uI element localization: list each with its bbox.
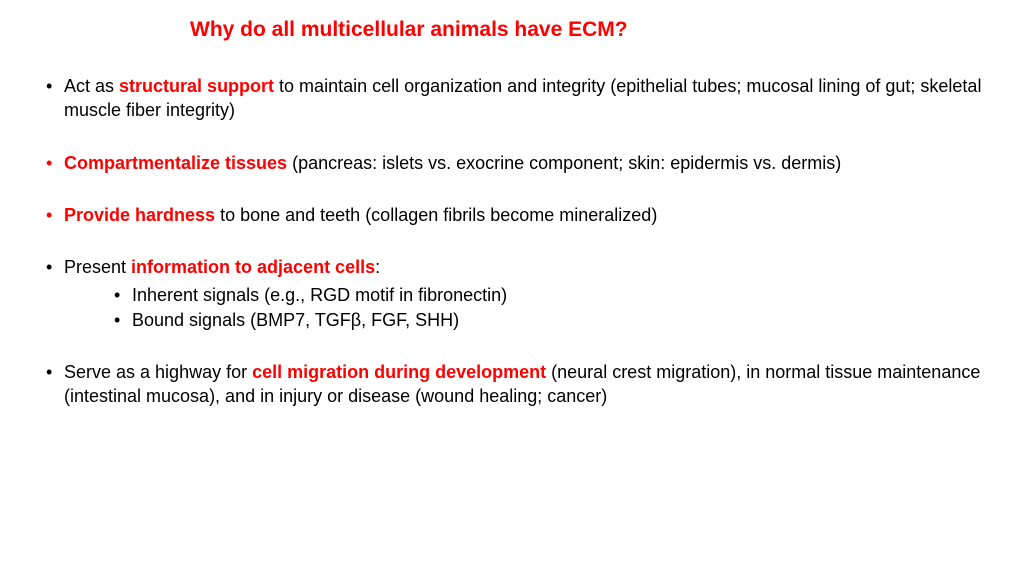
- bullet-item: Act as structural support to maintain ce…: [40, 74, 984, 123]
- sub-bullet-list: Inherent signals (e.g., RGD motif in fib…: [64, 283, 984, 332]
- text-segment: to bone and teeth (collagen fibrils beco…: [215, 205, 657, 225]
- sub-bullet-item: Bound signals (BMP7, TGFβ, FGF, SHH): [112, 308, 984, 332]
- text-segment: Serve as a highway for: [64, 362, 252, 382]
- text-segment: Present: [64, 257, 131, 277]
- slide-title: Why do all multicellular animals have EC…: [40, 18, 984, 42]
- text-segment: structural support: [119, 76, 274, 96]
- sub-bullet-item: Inherent signals (e.g., RGD motif in fib…: [112, 283, 984, 307]
- text-segment: :: [375, 257, 380, 277]
- bullet-item: Serve as a highway for cell migration du…: [40, 360, 984, 409]
- bullet-item: Compartmentalize tissues (pancreas: isle…: [40, 151, 984, 175]
- text-segment: information to adjacent cells: [131, 257, 375, 277]
- bullet-item: Provide hardness to bone and teeth (coll…: [40, 203, 984, 227]
- text-segment: cell migration during development: [252, 362, 546, 382]
- text-segment: Act as: [64, 76, 119, 96]
- text-segment: Provide hardness: [64, 205, 215, 225]
- text-segment: Compartmentalize tissues: [64, 153, 287, 173]
- bullet-list: Act as structural support to maintain ce…: [40, 74, 984, 409]
- text-segment: (pancreas: islets vs. exocrine component…: [287, 153, 841, 173]
- bullet-item: Present information to adjacent cells: In…: [40, 255, 984, 332]
